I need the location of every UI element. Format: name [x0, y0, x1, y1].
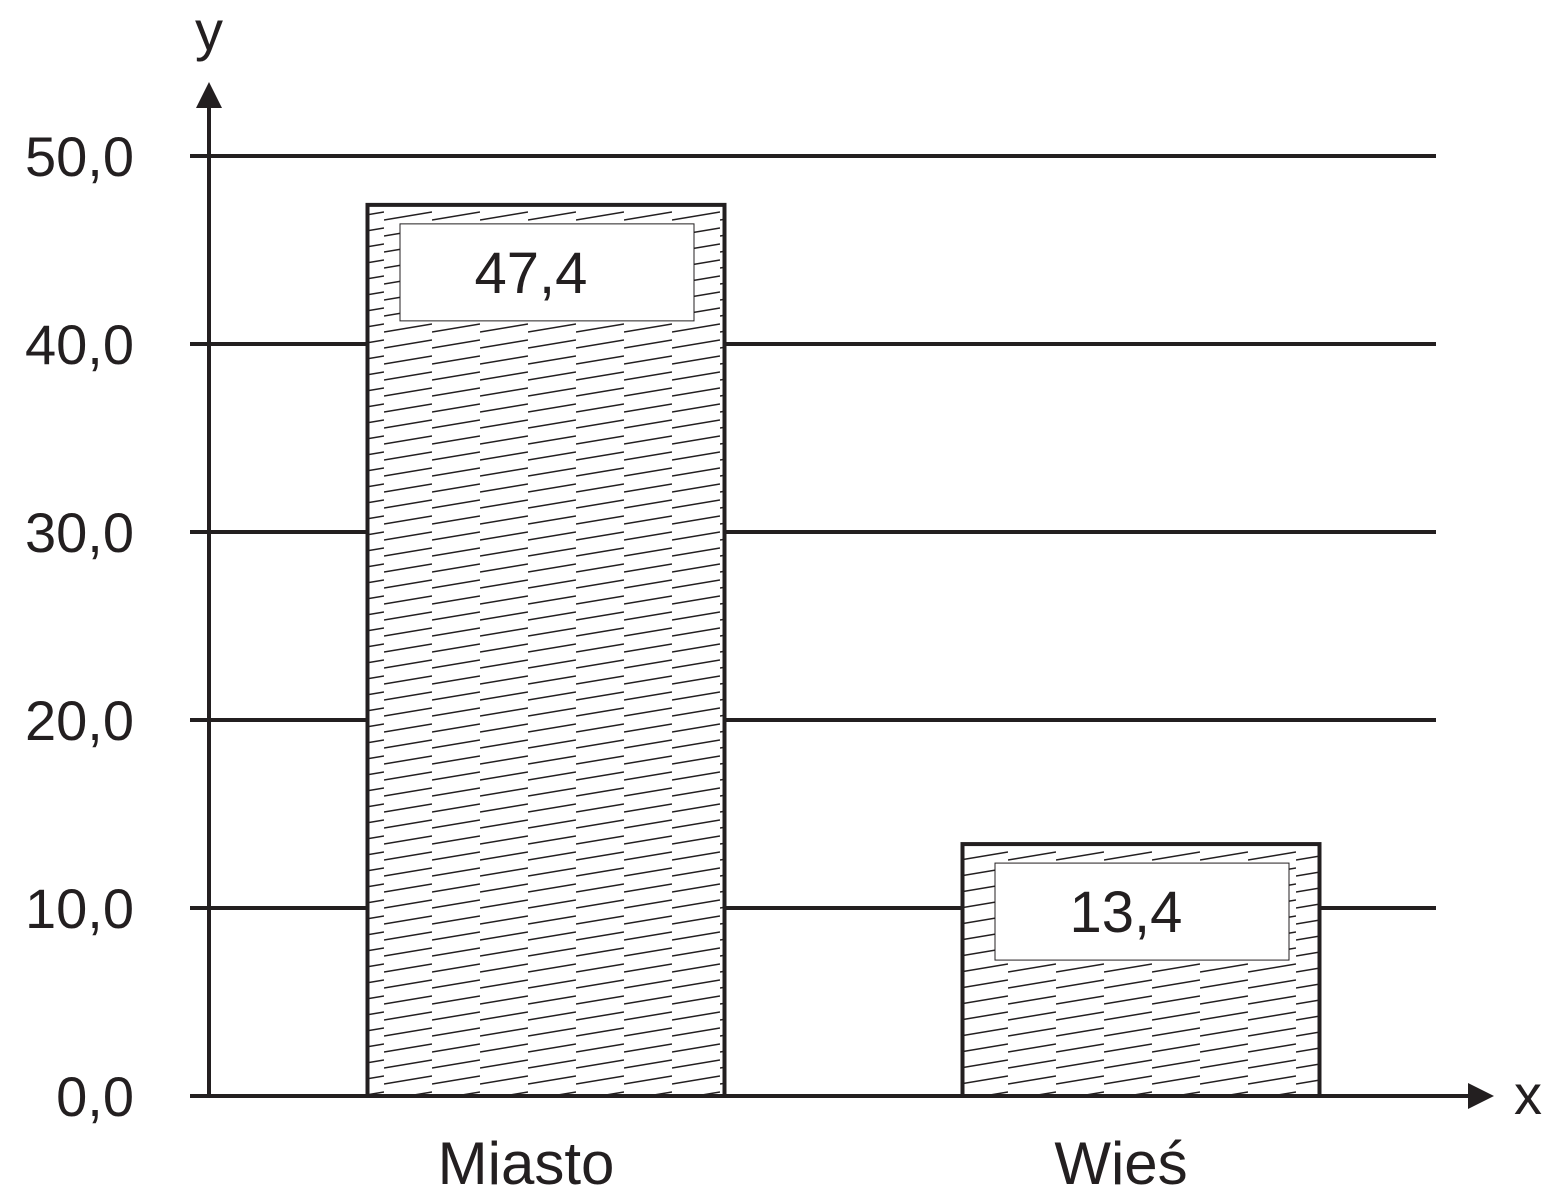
y-tick-label: 10,0	[25, 877, 134, 940]
y-tick-label: 50,0	[25, 125, 134, 188]
bars: 47,4 13,4	[365, 202, 1322, 1099]
bar-group: 47,4	[365, 202, 727, 1098]
data-label-box	[994, 862, 1290, 961]
x-category-label: Wieś	[1054, 1130, 1187, 1191]
y-tick-label: 0,0	[56, 1065, 134, 1128]
axes: y x	[190, 0, 1542, 1126]
y-axis-arrow	[196, 82, 222, 108]
y-tick-label: 30,0	[25, 501, 134, 564]
y-tick-label: 20,0	[25, 689, 134, 752]
data-label: 47,4	[475, 241, 588, 306]
y-tick-labels: 0,0 10,0 20,0 30,0 40,0 50,0	[25, 125, 134, 1128]
x-axis-arrow	[1468, 1083, 1494, 1109]
y-axis-label: y	[195, 0, 223, 62]
data-label-box	[399, 223, 695, 322]
bar-group: 13,4	[960, 842, 1322, 1099]
x-axis-label: x	[1514, 1063, 1542, 1126]
data-label: 13,4	[1070, 880, 1183, 945]
bar	[365, 202, 727, 1098]
x-category-label: Miasto	[438, 1130, 615, 1191]
x-category-labels: Miasto Wieś	[438, 1130, 1188, 1191]
y-tick-label: 40,0	[25, 313, 134, 376]
